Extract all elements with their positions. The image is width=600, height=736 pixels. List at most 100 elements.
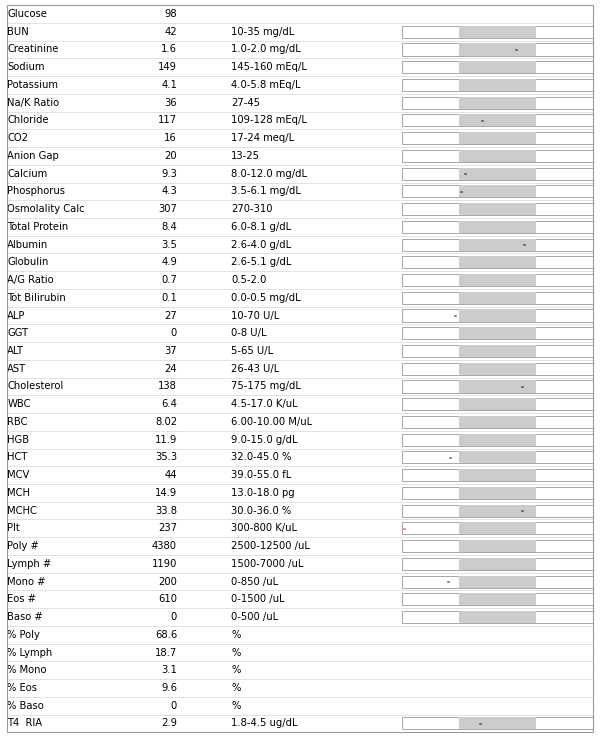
Text: 4.0-5.8 mEq/L: 4.0-5.8 mEq/L (231, 80, 301, 90)
Text: 145-160 mEq/L: 145-160 mEq/L (231, 63, 307, 72)
Bar (459, 434, 536, 446)
Bar (459, 310, 536, 322)
Text: %: % (231, 701, 241, 711)
Text: Glucose: Glucose (7, 9, 47, 19)
Text: 33.8: 33.8 (155, 506, 177, 516)
Text: 98: 98 (164, 9, 177, 19)
Text: 11.9: 11.9 (155, 435, 177, 445)
Text: % Lymph: % Lymph (7, 648, 52, 657)
Text: AST: AST (7, 364, 26, 374)
Text: 1.0-2.0 mg/dL: 1.0-2.0 mg/dL (231, 44, 301, 54)
Text: 300-800 K/uL: 300-800 K/uL (231, 523, 297, 534)
Bar (459, 451, 536, 464)
Text: 0: 0 (171, 612, 177, 622)
Bar (402, 26, 593, 38)
Bar (459, 576, 536, 587)
Text: 6.00-10.00 M/uL: 6.00-10.00 M/uL (231, 417, 312, 427)
Bar (402, 434, 593, 446)
Bar (459, 381, 536, 392)
Text: 6.4: 6.4 (161, 399, 177, 409)
Text: 0-8 U/L: 0-8 U/L (231, 328, 266, 339)
Text: MCV: MCV (7, 470, 29, 480)
Bar (402, 310, 593, 322)
Bar (402, 398, 593, 410)
Bar (459, 486, 536, 499)
Text: % Poly: % Poly (7, 630, 40, 640)
Text: 2.9: 2.9 (161, 718, 177, 729)
Bar (402, 43, 593, 55)
Text: Cholesterol: Cholesterol (7, 381, 64, 392)
Text: 3.1: 3.1 (161, 665, 177, 675)
Bar (459, 416, 536, 428)
Bar (459, 558, 536, 570)
Text: 149: 149 (158, 63, 177, 72)
Bar (402, 291, 593, 304)
Bar (459, 256, 536, 269)
Text: A/G Ratio: A/G Ratio (7, 275, 54, 285)
Bar (402, 61, 593, 74)
Text: 0: 0 (171, 328, 177, 339)
Text: 8.4: 8.4 (161, 222, 177, 232)
Text: 237: 237 (158, 523, 177, 534)
Text: Lymph #: Lymph # (7, 559, 52, 569)
Bar (402, 168, 593, 180)
Bar (402, 523, 593, 534)
Bar (402, 469, 593, 481)
Text: MCHC: MCHC (7, 506, 37, 516)
Bar (459, 363, 536, 375)
Text: 14.9: 14.9 (155, 488, 177, 498)
Bar (402, 345, 593, 357)
Text: 4.1: 4.1 (161, 80, 177, 90)
Text: 1.6: 1.6 (161, 44, 177, 54)
Text: 16: 16 (164, 133, 177, 144)
Text: 6.0-8.1 g/dL: 6.0-8.1 g/dL (231, 222, 291, 232)
Text: Osmolality Calc: Osmolality Calc (7, 204, 85, 214)
Bar (402, 486, 593, 499)
Bar (402, 381, 593, 392)
Bar (402, 256, 593, 269)
Text: Globulin: Globulin (7, 258, 49, 267)
Text: 610: 610 (158, 594, 177, 604)
Text: MCH: MCH (7, 488, 30, 498)
Text: 270-310: 270-310 (231, 204, 272, 214)
Text: Poly #: Poly # (7, 541, 39, 551)
Bar (402, 505, 593, 517)
Text: WBC: WBC (7, 399, 31, 409)
Bar (459, 79, 536, 91)
Text: 44: 44 (164, 470, 177, 480)
Text: Potassium: Potassium (7, 80, 58, 90)
Text: Tot Bilirubin: Tot Bilirubin (7, 293, 66, 302)
Text: 9.0-15.0 g/dL: 9.0-15.0 g/dL (231, 435, 298, 445)
Text: Phosphorus: Phosphorus (7, 186, 65, 197)
Bar (459, 398, 536, 410)
Text: 3.5: 3.5 (161, 240, 177, 250)
Text: 2.6-4.0 g/dL: 2.6-4.0 g/dL (231, 240, 291, 250)
Text: 26-43 U/L: 26-43 U/L (231, 364, 279, 374)
Bar (402, 150, 593, 162)
Text: % Mono: % Mono (7, 665, 47, 675)
Text: 10-70 U/L: 10-70 U/L (231, 311, 279, 321)
Text: 10-35 mg/dL: 10-35 mg/dL (231, 26, 294, 37)
Bar (459, 345, 536, 357)
Text: 13.0-18.0 pg: 13.0-18.0 pg (231, 488, 295, 498)
Text: 0-1500 /uL: 0-1500 /uL (231, 594, 284, 604)
Text: 37: 37 (164, 346, 177, 356)
Text: 9.3: 9.3 (161, 169, 177, 179)
Bar (402, 363, 593, 375)
Text: Plt: Plt (7, 523, 20, 534)
Bar (459, 61, 536, 74)
Text: % Baso: % Baso (7, 701, 44, 711)
Text: 109-128 mEq/L: 109-128 mEq/L (231, 116, 307, 125)
Text: 3.5-6.1 mg/dL: 3.5-6.1 mg/dL (231, 186, 301, 197)
Text: 0: 0 (171, 701, 177, 711)
Text: ALP: ALP (7, 311, 26, 321)
Text: 24: 24 (164, 364, 177, 374)
Bar (402, 96, 593, 109)
Bar (459, 26, 536, 38)
Bar (459, 274, 536, 286)
Bar (459, 505, 536, 517)
Text: 0.5-2.0: 0.5-2.0 (231, 275, 266, 285)
Text: 1.8-4.5 ug/dL: 1.8-4.5 ug/dL (231, 718, 298, 729)
Bar (402, 185, 593, 197)
Text: 18.7: 18.7 (155, 648, 177, 657)
